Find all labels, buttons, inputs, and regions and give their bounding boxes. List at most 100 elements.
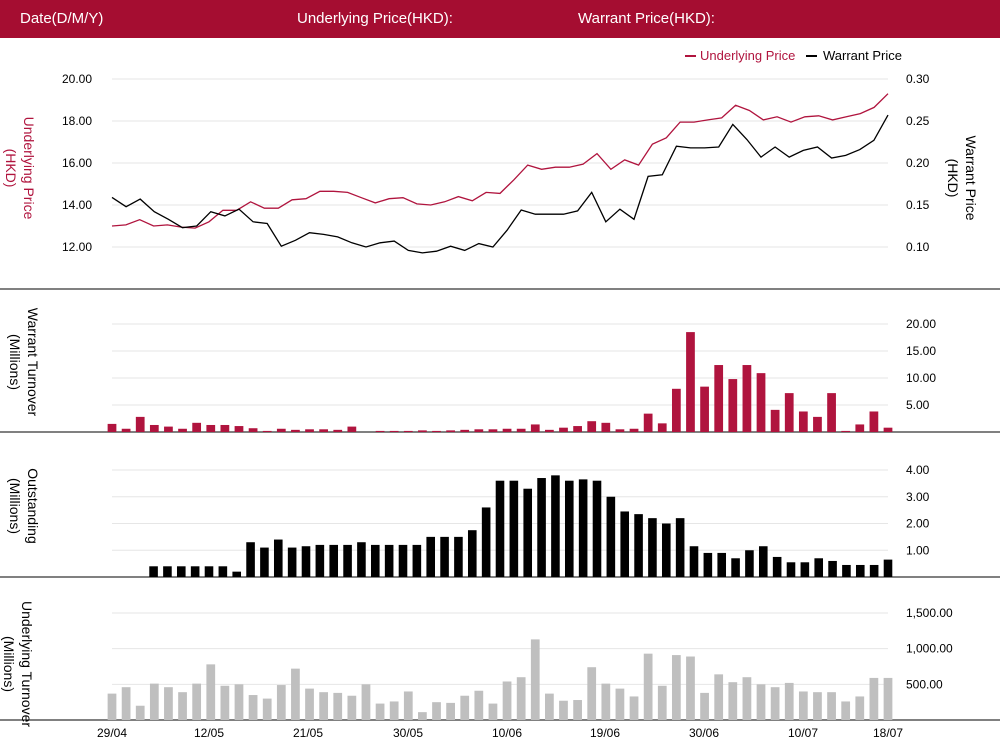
- underlying-turnover-bar: [460, 695, 470, 720]
- outstanding-bar: [786, 562, 796, 577]
- warrant-turnover-bar: [333, 429, 343, 432]
- underlying-turnover-bar: [784, 682, 794, 720]
- warrant-turnover-bar: [389, 430, 399, 432]
- outstanding-bar: [495, 480, 505, 577]
- warrant-turnover-bar: [220, 424, 230, 432]
- x-tick-label: 30/05: [393, 726, 423, 740]
- outstanding-bar: [481, 507, 491, 577]
- warrant-turnover-bar: [883, 427, 893, 432]
- warrant-turnover-bar: [121, 428, 131, 432]
- x-tick-label: 30/06: [689, 726, 719, 740]
- outstanding-bar: [287, 547, 297, 577]
- underlying-turnover-bar: [178, 692, 187, 720]
- outstanding-bar: [564, 480, 574, 577]
- warrant-turnover-bar: [305, 429, 314, 432]
- x-tick-label: 19/06: [590, 726, 620, 740]
- outstanding-bar: [218, 566, 228, 577]
- warrant-turnover-bar: [671, 388, 681, 432]
- outstanding-bar: [592, 480, 602, 577]
- chart-area: 12.00 14.00 16.00 18.00 20.00 0.10 0.15 0.20 0.2…: [0, 48, 1000, 740]
- outstanding-bar: [440, 536, 449, 577]
- underlying-turnover-bar: [559, 700, 568, 720]
- underlying-turnover-bar: [502, 681, 512, 720]
- outstanding-bar: [731, 558, 740, 577]
- underlying-price-label: Underlying Price(HKD):: [297, 10, 453, 27]
- underlying-turnover-bar: [488, 703, 498, 720]
- warrant-turnover-tick-label: 10.00: [906, 371, 936, 385]
- underlying-turnover-bar: [671, 655, 681, 720]
- outstanding-bar: [523, 488, 533, 577]
- warrant-turnover-bar: [107, 423, 117, 432]
- outstanding-bar: [855, 564, 865, 577]
- underlying-turnover-bar: [601, 683, 611, 720]
- outstanding-bar: [190, 566, 200, 577]
- outstanding-bar: [412, 544, 422, 577]
- y-left-tick-label: 12.00: [62, 240, 92, 254]
- warrant-turnover-bar: [432, 430, 441, 432]
- underlying-turnover-bar: [375, 703, 385, 720]
- warrant-turnover-bar: [827, 393, 836, 432]
- warrant-turnover-bar: [164, 426, 173, 432]
- outstanding-bar: [398, 544, 408, 577]
- outstanding-bar: [883, 559, 893, 577]
- underlying-turnover-bar: [827, 692, 836, 720]
- warrant-turnover-bar: [728, 379, 738, 432]
- outstanding-bar: [620, 511, 630, 577]
- warrant-turnover-bar: [178, 428, 187, 432]
- warrant-turnover-bar: [192, 422, 202, 432]
- underlying-turnover-bar: [700, 692, 709, 720]
- underlying-turnover-bar: [474, 690, 484, 720]
- underlying-turnover-bar: [545, 693, 554, 720]
- warrant-turnover-bar: [686, 332, 695, 432]
- y-right-tick-label: 0.25: [906, 114, 930, 128]
- legend-underlying-label: Underlying Price: [700, 48, 795, 63]
- outstanding-bar: [426, 536, 436, 577]
- underlying-turnover-bar: [262, 698, 272, 720]
- outstanding-bar: [814, 558, 824, 577]
- underlying-turnover-bar: [798, 691, 808, 720]
- underlying-turnover-tick-label: 1,000.00: [906, 642, 953, 656]
- outstanding-bar: [703, 552, 713, 577]
- y-right-tick-label: 0.10: [906, 240, 930, 254]
- outstanding-bar: [509, 480, 519, 577]
- outstanding-tick-label: 1.00: [906, 543, 930, 557]
- x-tick-label: 21/05: [293, 726, 323, 740]
- outstanding-bar: [717, 552, 727, 577]
- underlying-turnover-bar: [347, 695, 357, 720]
- date-label: Date(D/M/Y): [20, 10, 104, 27]
- outstanding-bar: [149, 566, 158, 577]
- x-tick-label: 10/06: [492, 726, 522, 740]
- warrant-turnover-bar: [601, 422, 611, 432]
- warrant-turnover-bar: [841, 430, 851, 432]
- outstanding-bar: [869, 564, 879, 577]
- svg-text:Warrant Turnover(Millions): Warrant Turnover(Millions): [7, 308, 41, 417]
- y-left-tick-label: 20.00: [62, 72, 92, 86]
- outstanding-bar: [648, 518, 657, 577]
- warrant-turnover-bar: [375, 430, 385, 432]
- warrant-turnover-bar: [276, 428, 286, 432]
- underlying-turnover-bar: [305, 688, 314, 720]
- underlying-price-line: [111, 93, 889, 229]
- underlying-turnover-bar: [770, 687, 780, 720]
- warrant-turnover-bar: [587, 421, 597, 432]
- outstanding-bar: [842, 564, 851, 577]
- underlying-turnover-bar: [418, 712, 427, 720]
- warrant-turnover-bar: [502, 428, 512, 432]
- warrant-turnover-bar: [262, 430, 272, 432]
- underlying-turnover-bar: [121, 687, 131, 720]
- underlying-turnover-bar: [516, 677, 526, 720]
- underlying-turnover-bar: [164, 687, 173, 720]
- y-left-axis-title: Underlying Price(HKD): [3, 117, 37, 220]
- warrant-turnover-bar: [347, 426, 357, 432]
- underlying-turnover-bar: [206, 664, 216, 720]
- warrant-turnover-bar: [319, 429, 329, 432]
- warrant-turnover-bar: [869, 411, 879, 432]
- outstanding-bar: [260, 547, 269, 577]
- warrant-turnover-bar: [234, 426, 244, 432]
- outstanding-bar: [578, 479, 588, 577]
- warrant-turnover-bar: [770, 409, 780, 432]
- warrant-turnover-bar: [545, 429, 554, 432]
- underlying-turnover-bar: [276, 685, 286, 720]
- outstanding-bar: [745, 550, 754, 577]
- outstanding-bar: [537, 478, 546, 577]
